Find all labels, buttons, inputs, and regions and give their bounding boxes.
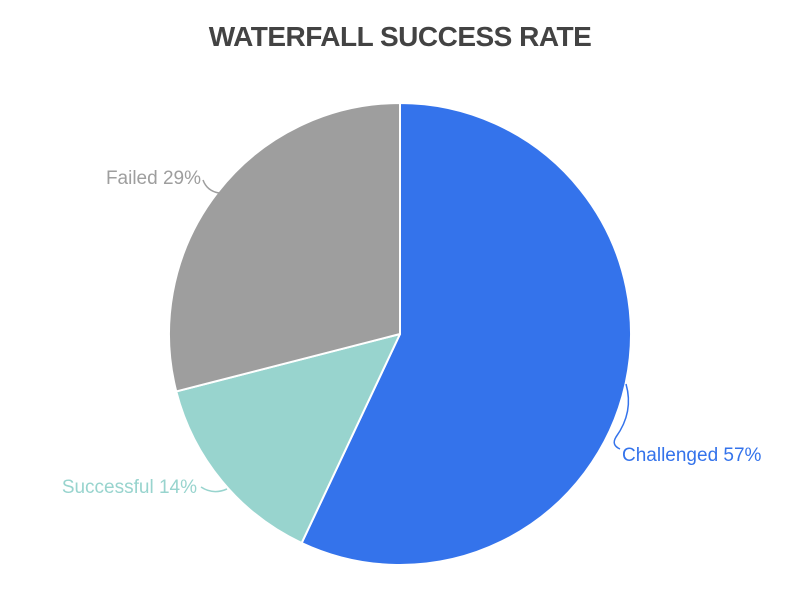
leader-line-challenged [613, 383, 630, 450]
pie-slice-successful[interactable] [175, 333, 401, 545]
slice-label-failed: Failed 29% [106, 168, 201, 189]
leader-line-failed [202, 179, 220, 194]
slice-labels: Challenged 57% Successful 14% Failed 29% [62, 168, 762, 498]
leader-lines [200, 179, 630, 493]
pie-slices [168, 102, 632, 566]
slice-label-challenged: Challenged 57% [622, 445, 762, 466]
leader-line-successful [200, 486, 228, 493]
slice-label-successful: Successful 14% [62, 477, 197, 498]
chart-title: WATERFALL SUCCESS RATE [208, 21, 592, 52]
